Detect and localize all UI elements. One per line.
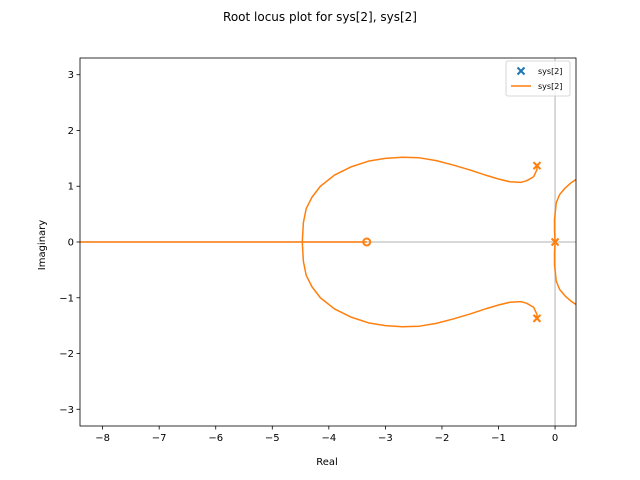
y-tick-label: 1 [68,182,74,193]
x-tick-label: −2 [435,433,450,444]
y-tick-label: −2 [59,349,74,360]
legend-pole-swatch [516,66,526,76]
x-tick-label: −6 [208,433,223,444]
plot-area [79,57,577,427]
pole-marker-2 [550,237,560,247]
x-tick-label: −3 [378,433,393,444]
plot-inner [80,58,576,426]
y-tick-label: 3 [68,70,74,81]
chart-title: Root locus plot for sys[2], sys[2] [223,10,417,24]
pole-marker-0 [532,161,542,170]
y-tick-label: −1 [59,293,74,304]
locus-branch-0 [301,156,538,243]
locus-branch-4 [553,178,576,243]
locus-branch-1 [301,241,538,328]
legend-entry-locus: sys[2] [511,82,562,91]
x-tick-label: −1 [491,433,506,444]
y-tick-label: 2 [68,126,74,137]
y-axis-ticks: −3 −2 −1 0 1 2 3 [59,70,80,416]
x-tick-label: −7 [152,433,167,444]
x-tick-label: 0 [552,433,558,444]
x-tick-label: −8 [95,433,110,444]
zero-marker-0 [362,237,372,247]
legend-label: sys[2] [538,67,562,76]
legend: sys[2] sys[2] [505,60,571,97]
x-tick-label: −4 [321,433,336,444]
pole-marker-1 [532,314,542,323]
y-tick-label: 0 [68,238,74,249]
y-tick-label: −3 [59,405,74,416]
legend-label: sys[2] [538,82,562,91]
x-tick-label: −5 [265,433,280,444]
x-axis-label: Real [316,457,338,468]
locus-branch-5 [553,241,576,306]
y-axis-label: Imaginary [37,220,48,271]
x-axis-ticks: −8 −7 −6 −5 −4 −3 −2 −1 0 [95,426,558,444]
legend-entry-poles: sys[2] [516,66,562,76]
